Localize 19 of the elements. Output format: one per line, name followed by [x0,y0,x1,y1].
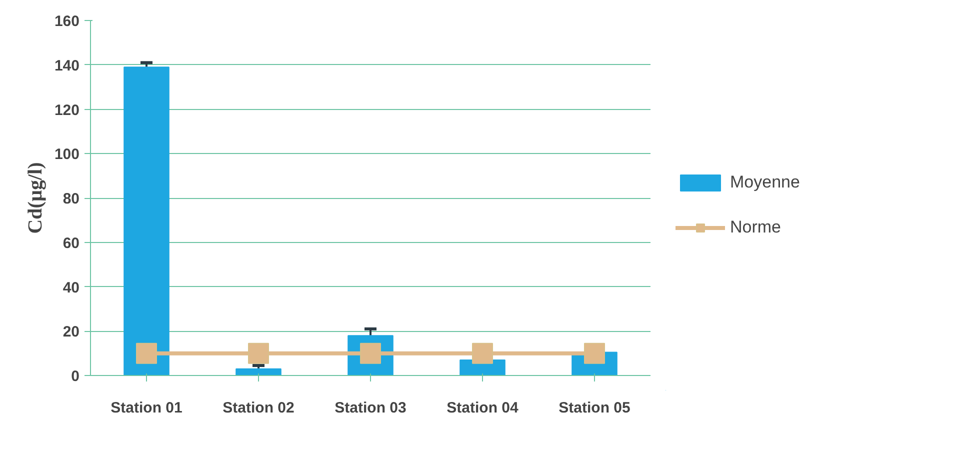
x-tick-label: Station 02 [222,400,294,416]
y-tick-label: 160 [54,13,80,30]
x-tick-label: Station 05 [558,400,630,416]
y-tick-label: 20 [62,324,80,341]
legend-label: Norme [730,218,782,238]
y-tick-label: 140 [54,57,80,74]
x-tick-label: Station 04 [446,400,519,416]
y-tick-label: 120 [54,102,80,119]
y-tick-label: 60 [62,234,80,252]
bar [124,66,170,376]
y-tick-label: 0 [71,368,80,385]
bar [236,368,282,376]
x-tick-label: Station 03 [334,400,406,416]
y-axis-title: Cd(µg/l) [24,162,46,234]
y-tick-label: 100 [54,146,80,164]
legend-label: Moyenne [730,172,800,192]
x-tick-label: Station 01 [110,400,182,416]
y-tick-label: 40 [62,279,80,296]
y-tick-label: 80 [62,190,80,208]
